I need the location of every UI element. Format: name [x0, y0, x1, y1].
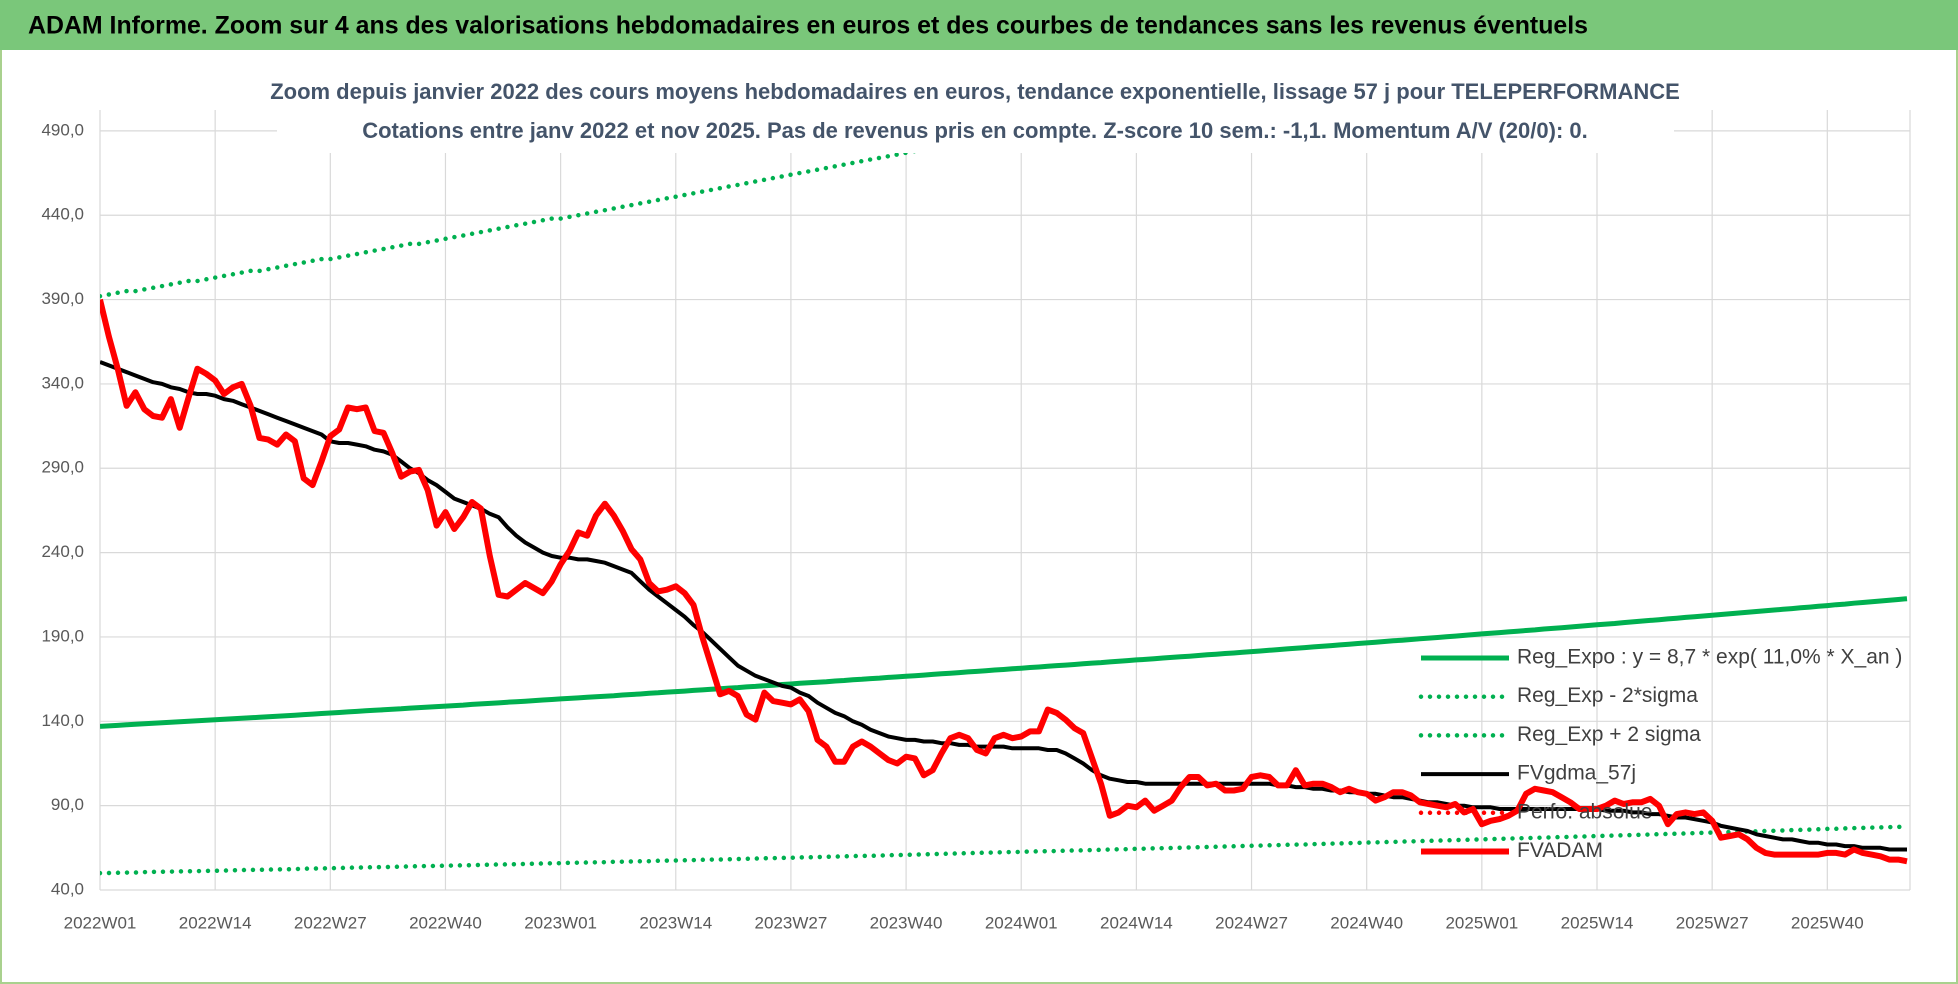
series-line [100, 360, 1907, 852]
y-tick-label: 390,0 [41, 289, 84, 308]
x-tick-label: 2025W01 [1445, 913, 1518, 932]
x-tick-label: 2025W14 [1561, 913, 1634, 932]
subtitle: Zoom depuis janvier 2022 des cours moyen… [270, 79, 1680, 104]
x-tick-label: 2024W01 [985, 913, 1058, 932]
legend-label: Reg_Expo : y = 8,7 * exp( 11,0% * X_an ) [1517, 646, 1902, 669]
legend-label: Reg_Exp + 2 sigma [1517, 723, 1701, 746]
series-line [100, 596, 1908, 729]
x-tick-label: 2024W40 [1330, 913, 1403, 932]
x-tick-label: 2023W27 [755, 913, 828, 932]
y-tick-label: 290,0 [41, 458, 84, 477]
legend-label: Perfo. absolue [1517, 800, 1652, 823]
subtitle: Cotations entre janv 2022 et nov 2025. P… [362, 118, 1588, 143]
x-tick-label: 2023W14 [639, 913, 712, 932]
y-tick-label: 440,0 [41, 205, 84, 224]
legend-label: FVgdma_57j [1517, 762, 1636, 785]
chart-title: ADAM Informe. Zoom sur 4 ans des valoris… [28, 12, 1588, 40]
legend-label: Reg_Exp - 2*sigma [1517, 684, 1698, 707]
grid [99, 110, 1911, 891]
y-tick-label: 190,0 [41, 626, 84, 645]
x-tick-label: 2024W14 [1100, 913, 1173, 932]
x-tick-label: 2025W40 [1791, 913, 1864, 932]
x-tick-label: 2025W27 [1676, 913, 1749, 932]
x-tick-label: 2022W40 [409, 913, 482, 932]
y-tick-label: 240,0 [41, 542, 84, 561]
x-tick-label: 2022W14 [179, 913, 252, 932]
x-tick-label: 2023W01 [524, 913, 597, 932]
x-tick-label: 2024W27 [1215, 913, 1288, 932]
x-tick-label: 2022W27 [294, 913, 367, 932]
x-tick-label: 2023W40 [870, 913, 943, 932]
y-tick-label: 40,0 [51, 879, 84, 898]
series-line [100, 298, 1908, 865]
y-tick-label: 90,0 [51, 795, 84, 814]
subtitle-box [277, 71, 1674, 153]
header-bar [0, 0, 1958, 50]
y-tick-label: 340,0 [41, 373, 84, 392]
legend: Reg_Expo : y = 8,7 * exp( 11,0% * X_an )… [1418, 646, 1902, 862]
y-tick-label: 140,0 [41, 711, 84, 730]
legend-label: FVADAM [1517, 839, 1603, 862]
x-tick-label: 2022W01 [64, 913, 137, 932]
plot [100, 112, 1910, 876]
y-tick-label: 490,0 [41, 120, 84, 139]
